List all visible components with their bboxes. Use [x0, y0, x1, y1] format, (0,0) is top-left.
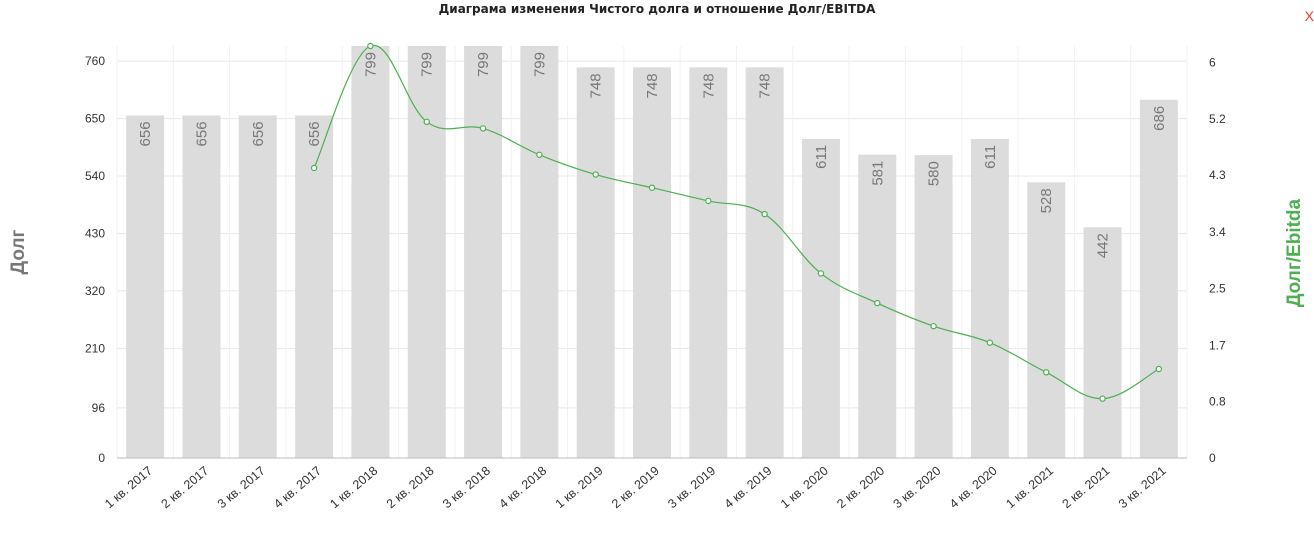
x-tick-label: 1 кв. 2018 [327, 464, 380, 512]
y-tick-label-right: 6 [1209, 55, 1216, 69]
bar-value-label: 442 [1095, 233, 1112, 258]
bar-value-label: 799 [362, 52, 379, 77]
bar [1139, 99, 1178, 458]
chart-title: Диаграма изменения Чистого долга и отнош… [438, 2, 876, 16]
ratio-point [874, 299, 881, 307]
bar [182, 115, 221, 458]
bar [858, 154, 897, 458]
bar-value-label: 580 [926, 161, 943, 186]
bar-value-label: 528 [1038, 188, 1055, 213]
y-tick-label-right: 5.2 [1209, 112, 1226, 126]
bar-value-label: 799 [419, 52, 436, 77]
ratio-point [310, 164, 318, 172]
x-tick-label: 2 кв. 2018 [384, 464, 437, 512]
bar-value-label: 656 [193, 121, 210, 146]
close-icon[interactable]: X [1304, 8, 1314, 24]
bar [576, 67, 615, 459]
bar-value-label: 748 [588, 73, 605, 98]
y-tick-label-left: 96 [92, 401, 106, 415]
x-tick-label: 2 кв. 2017 [159, 464, 212, 512]
x-tick-label: 3 кв. 2020 [891, 464, 944, 512]
x-tick-label: 4 кв. 2020 [947, 464, 1000, 512]
bar [633, 67, 671, 459]
x-tick-label: 4 кв. 2018 [496, 464, 549, 512]
bar-value-label: 799 [475, 52, 492, 77]
y-tick-label-left: 760 [85, 54, 105, 68]
ratio-point [1043, 369, 1050, 376]
y-axis-title-right: Долг/Ebitda [1284, 198, 1305, 307]
bar [689, 67, 728, 459]
y-tick-label-left: 430 [85, 226, 105, 240]
bar-value-label: 611 [813, 145, 830, 169]
bar [801, 138, 840, 458]
x-tick-label: 1 кв. 2017 [102, 464, 155, 512]
x-tick-label: 2 кв. 2020 [834, 464, 887, 512]
x-tick-label: 3 кв. 2019 [665, 464, 718, 512]
bar-value-label: 686 [1151, 106, 1168, 131]
ratio-point [930, 322, 937, 330]
y-tick-label-right: 4.3 [1209, 168, 1226, 182]
y-tick-label-right: 1.7 [1209, 338, 1226, 352]
ratio-point [986, 339, 994, 346]
y-tick-label-left: 0 [98, 451, 105, 465]
bar [745, 67, 784, 459]
x-tick-label: 1 кв. 2021 [1003, 464, 1056, 512]
bar-value-label: 656 [250, 121, 267, 146]
y-tick-label-right: 3.4 [1209, 225, 1226, 239]
y-tick-label-left: 210 [85, 341, 105, 355]
bar-value-label: 656 [306, 121, 323, 146]
bar-value-label: 799 [531, 52, 548, 77]
x-tick-label: 3 кв. 2021 [1116, 464, 1169, 512]
ratio-point [536, 151, 543, 158]
bar [1027, 182, 1066, 458]
x-tick-label: 2 кв. 2021 [1060, 464, 1113, 512]
ratio-point [1099, 395, 1106, 402]
y-tick-label-right: 0 [1209, 451, 1216, 465]
ratio-line-series [310, 42, 1163, 402]
y-tick-label-right: 0.8 [1209, 394, 1226, 408]
y-axis-title-left: Долг [8, 229, 29, 274]
bar-value-label: 748 [644, 73, 661, 98]
bar-value-label: 748 [700, 73, 717, 98]
x-tick-label: 1 кв. 2019 [553, 464, 606, 512]
ratio-point [423, 118, 430, 126]
bar [351, 46, 390, 458]
bar [914, 155, 953, 458]
ratio-point [817, 270, 825, 277]
bar-value-label: 656 [137, 121, 154, 146]
bar [407, 46, 446, 458]
y-tick-label-left: 650 [85, 112, 105, 126]
x-tick-label: 1 кв. 2020 [778, 464, 831, 512]
ratio-point [367, 42, 374, 50]
x-tick-label: 4 кв. 2017 [271, 464, 324, 512]
y-tick-label-right: 2.5 [1209, 282, 1226, 296]
bar [520, 46, 559, 458]
ratio-point [705, 197, 712, 205]
y-tick-label-left: 320 [85, 284, 105, 298]
ratio-point [1155, 365, 1163, 373]
bar [464, 46, 503, 458]
ratio-point [479, 125, 487, 132]
bar [295, 115, 334, 458]
bar [1083, 227, 1122, 458]
bar-value-label: 611 [982, 145, 999, 169]
ratio-point [761, 210, 768, 218]
bar [238, 115, 277, 458]
bar-series: 656 656 656 656 799 799 799 799 748 748 748 748 611 5… [126, 46, 1178, 459]
ratio-point [592, 171, 599, 178]
ratio-point [648, 184, 656, 191]
bar-value-label: 581 [869, 161, 886, 186]
bar-value-label: 748 [757, 73, 774, 98]
x-tick-label: 4 кв. 2019 [722, 464, 775, 512]
bar [970, 138, 1009, 458]
x-tick-label: 3 кв. 2017 [215, 464, 268, 512]
bar [126, 115, 165, 458]
y-tick-label-left: 540 [85, 169, 105, 183]
x-tick-label: 3 кв. 2018 [440, 464, 493, 512]
x-tick-label: 2 кв. 2019 [609, 464, 662, 512]
